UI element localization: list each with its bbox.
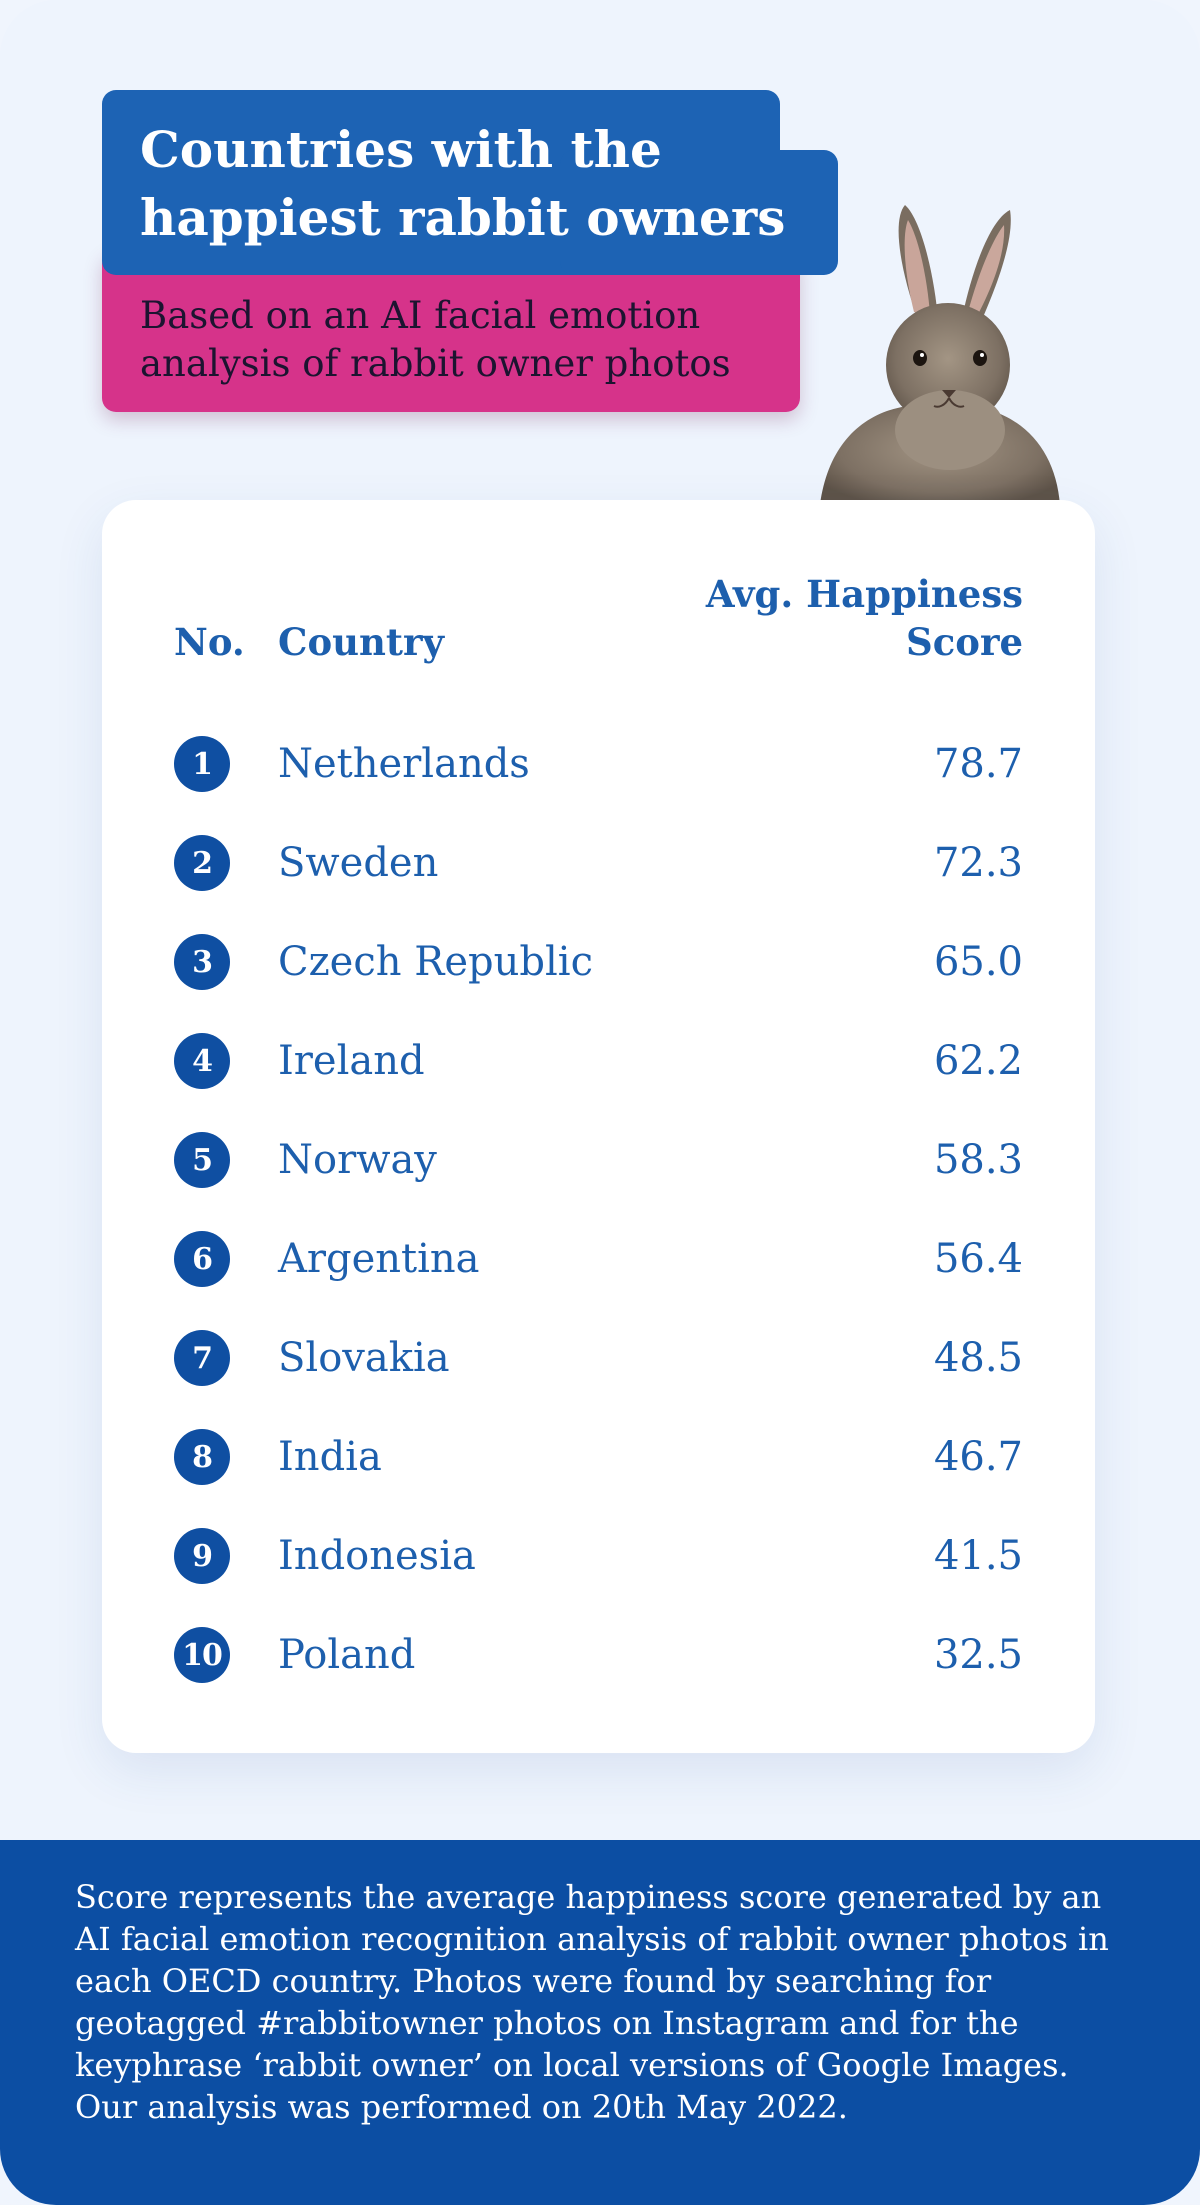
country-name: Czech Republic xyxy=(278,939,593,985)
country-name: Slovakia xyxy=(278,1335,450,1381)
column-header-no: No. xyxy=(174,620,245,664)
happiness-score: 72.3 xyxy=(933,840,1023,886)
rabbit-illustration xyxy=(820,205,1060,505)
happiness-score: 58.3 xyxy=(933,1137,1023,1183)
footer: Score represents the average happiness s… xyxy=(0,1840,1200,2205)
ranking-table: No. Country Avg. Happiness Score 1 Nethe… xyxy=(102,500,1095,1753)
country-name: India xyxy=(278,1434,382,1480)
rank-badge: 3 xyxy=(174,934,230,990)
country-name: Indonesia xyxy=(278,1533,476,1579)
country-name: Netherlands xyxy=(278,741,530,787)
column-header-score: Avg. Happiness Score xyxy=(705,572,1023,664)
table-row: 10 Poland 32.5 xyxy=(102,1625,1095,1685)
country-name: Argentina xyxy=(278,1236,480,1282)
rank-badge: 6 xyxy=(174,1231,230,1287)
country-name: Sweden xyxy=(278,840,439,886)
rank-badge: 4 xyxy=(174,1033,230,1089)
subtitle: Based on an AI facial emotion analysis o… xyxy=(140,294,731,385)
table-row: 3 Czech Republic 65.0 xyxy=(102,932,1095,992)
country-name: Norway xyxy=(278,1137,437,1183)
rank-badge: 2 xyxy=(174,835,230,891)
table-row: 6 Argentina 56.4 xyxy=(102,1229,1095,1289)
happiness-score: 65.0 xyxy=(933,939,1023,985)
happiness-score: 46.7 xyxy=(933,1434,1023,1480)
column-header-country: Country xyxy=(278,620,445,664)
rank-badge: 8 xyxy=(174,1429,230,1485)
country-name: Ireland xyxy=(278,1038,425,1084)
table-row: 2 Sweden 72.3 xyxy=(102,833,1095,893)
subtitle-box xyxy=(102,250,800,412)
table-row: 8 India 46.7 xyxy=(102,1427,1095,1487)
table-row: 1 Netherlands 78.7 xyxy=(102,734,1095,794)
happiness-score: 32.5 xyxy=(933,1632,1023,1678)
rank-badge: 5 xyxy=(174,1132,230,1188)
happiness-score: 48.5 xyxy=(933,1335,1023,1381)
happiness-score: 62.2 xyxy=(933,1038,1023,1084)
methodology-note: Score represents the average happiness s… xyxy=(75,1878,1109,2126)
rank-badge: 9 xyxy=(174,1528,230,1584)
table-row: 4 Ireland 62.2 xyxy=(102,1031,1095,1091)
country-name: Poland xyxy=(278,1632,416,1678)
table-row: 7 Slovakia 48.5 xyxy=(102,1328,1095,1388)
rank-badge: 10 xyxy=(174,1627,230,1683)
page-title: Countries with the happiest rabbit owner… xyxy=(140,120,786,247)
happiness-score: 41.5 xyxy=(933,1533,1023,1579)
rank-badge: 1 xyxy=(174,736,230,792)
table-row: 5 Norway 58.3 xyxy=(102,1130,1095,1190)
table-row: 9 Indonesia 41.5 xyxy=(102,1526,1095,1586)
happiness-score: 56.4 xyxy=(933,1236,1023,1282)
rank-badge: 7 xyxy=(174,1330,230,1386)
title-box-extension xyxy=(560,150,838,275)
happiness-score: 78.7 xyxy=(933,741,1023,787)
